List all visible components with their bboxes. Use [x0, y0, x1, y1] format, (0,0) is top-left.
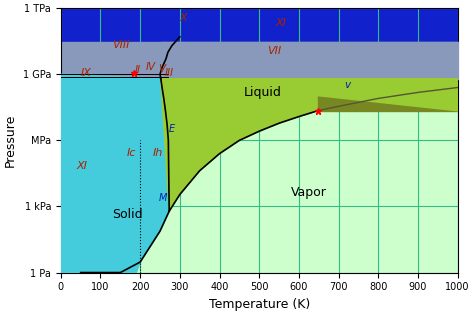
Polygon shape	[161, 79, 457, 211]
Text: Ih: Ih	[153, 148, 163, 158]
Text: IX: IX	[81, 68, 91, 78]
Text: v: v	[345, 79, 351, 89]
Text: V: V	[158, 64, 165, 74]
Text: III: III	[165, 68, 174, 78]
Text: E: E	[168, 123, 174, 134]
Text: VII: VII	[267, 46, 281, 56]
Polygon shape	[161, 79, 457, 211]
Text: Liquid: Liquid	[243, 86, 281, 99]
Text: M: M	[159, 193, 168, 203]
Text: Ic: Ic	[127, 148, 137, 158]
Polygon shape	[318, 79, 457, 111]
Text: Vapor: Vapor	[291, 186, 327, 199]
X-axis label: Temperature (K): Temperature (K)	[209, 298, 310, 311]
Text: XI: XI	[275, 18, 286, 28]
Text: IV: IV	[146, 62, 156, 72]
Polygon shape	[61, 74, 169, 315]
Text: Solid: Solid	[112, 208, 143, 221]
Y-axis label: Pressure: Pressure	[4, 114, 17, 167]
Text: XI: XI	[77, 161, 88, 171]
Text: VIII: VIII	[112, 40, 130, 50]
Text: II: II	[134, 65, 140, 75]
Text: X: X	[180, 14, 188, 23]
